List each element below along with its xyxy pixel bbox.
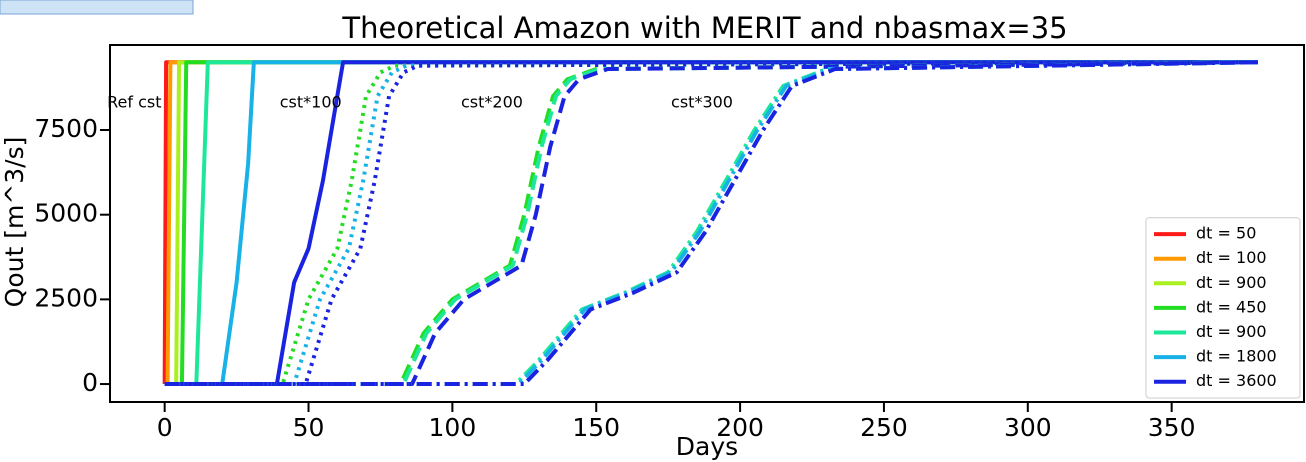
y-tick-label: 0 <box>82 368 98 397</box>
plot-frame <box>109 44 1305 403</box>
annotation: cst*100 <box>280 92 342 111</box>
line-series <box>164 60 1258 387</box>
legend-label: dt = 100 <box>1196 248 1267 267</box>
y-tick-label: 2500 <box>34 283 98 312</box>
x-axis-label: Days <box>676 432 738 461</box>
legend-label: dt = 450 <box>1196 297 1267 316</box>
line-series <box>164 60 1258 387</box>
y-tick-label: 5000 <box>34 199 98 228</box>
x-tick-label: 300 <box>1004 413 1052 442</box>
annotation: cst*300 <box>671 92 733 111</box>
y-axis-label: Qout [m^3/s] <box>0 137 29 308</box>
x-tick-label: 250 <box>860 413 908 442</box>
corner-thumbnail <box>0 0 194 15</box>
annotation: Ref cst <box>107 92 161 111</box>
legend-label: dt = 1800 <box>1196 347 1277 366</box>
line-series <box>164 60 1259 387</box>
x-tick-label: 50 <box>293 413 325 442</box>
x-tick-label: 100 <box>429 413 477 442</box>
line-series <box>164 60 1258 387</box>
annotation: cst*200 <box>461 92 523 111</box>
chart-title: Theoretical Amazon with MERIT and nbasma… <box>341 11 1067 45</box>
line-series <box>164 60 1258 387</box>
x-tick-label: 150 <box>572 413 620 442</box>
y-tick-label: 7500 <box>34 114 98 143</box>
line-series <box>164 60 1259 387</box>
x-tick-label: 200 <box>716 413 764 442</box>
x-tick-label: 0 <box>157 413 173 442</box>
line-series <box>164 60 1258 387</box>
x-tick-label: 350 <box>1148 413 1196 442</box>
legend-label: dt = 900 <box>1196 273 1267 292</box>
legend-box <box>1145 217 1301 399</box>
line-series <box>164 60 1258 387</box>
legend-label: dt = 900 <box>1196 322 1267 341</box>
legend-label: dt = 50 <box>1196 224 1256 243</box>
legend-label: dt = 3600 <box>1196 371 1277 390</box>
